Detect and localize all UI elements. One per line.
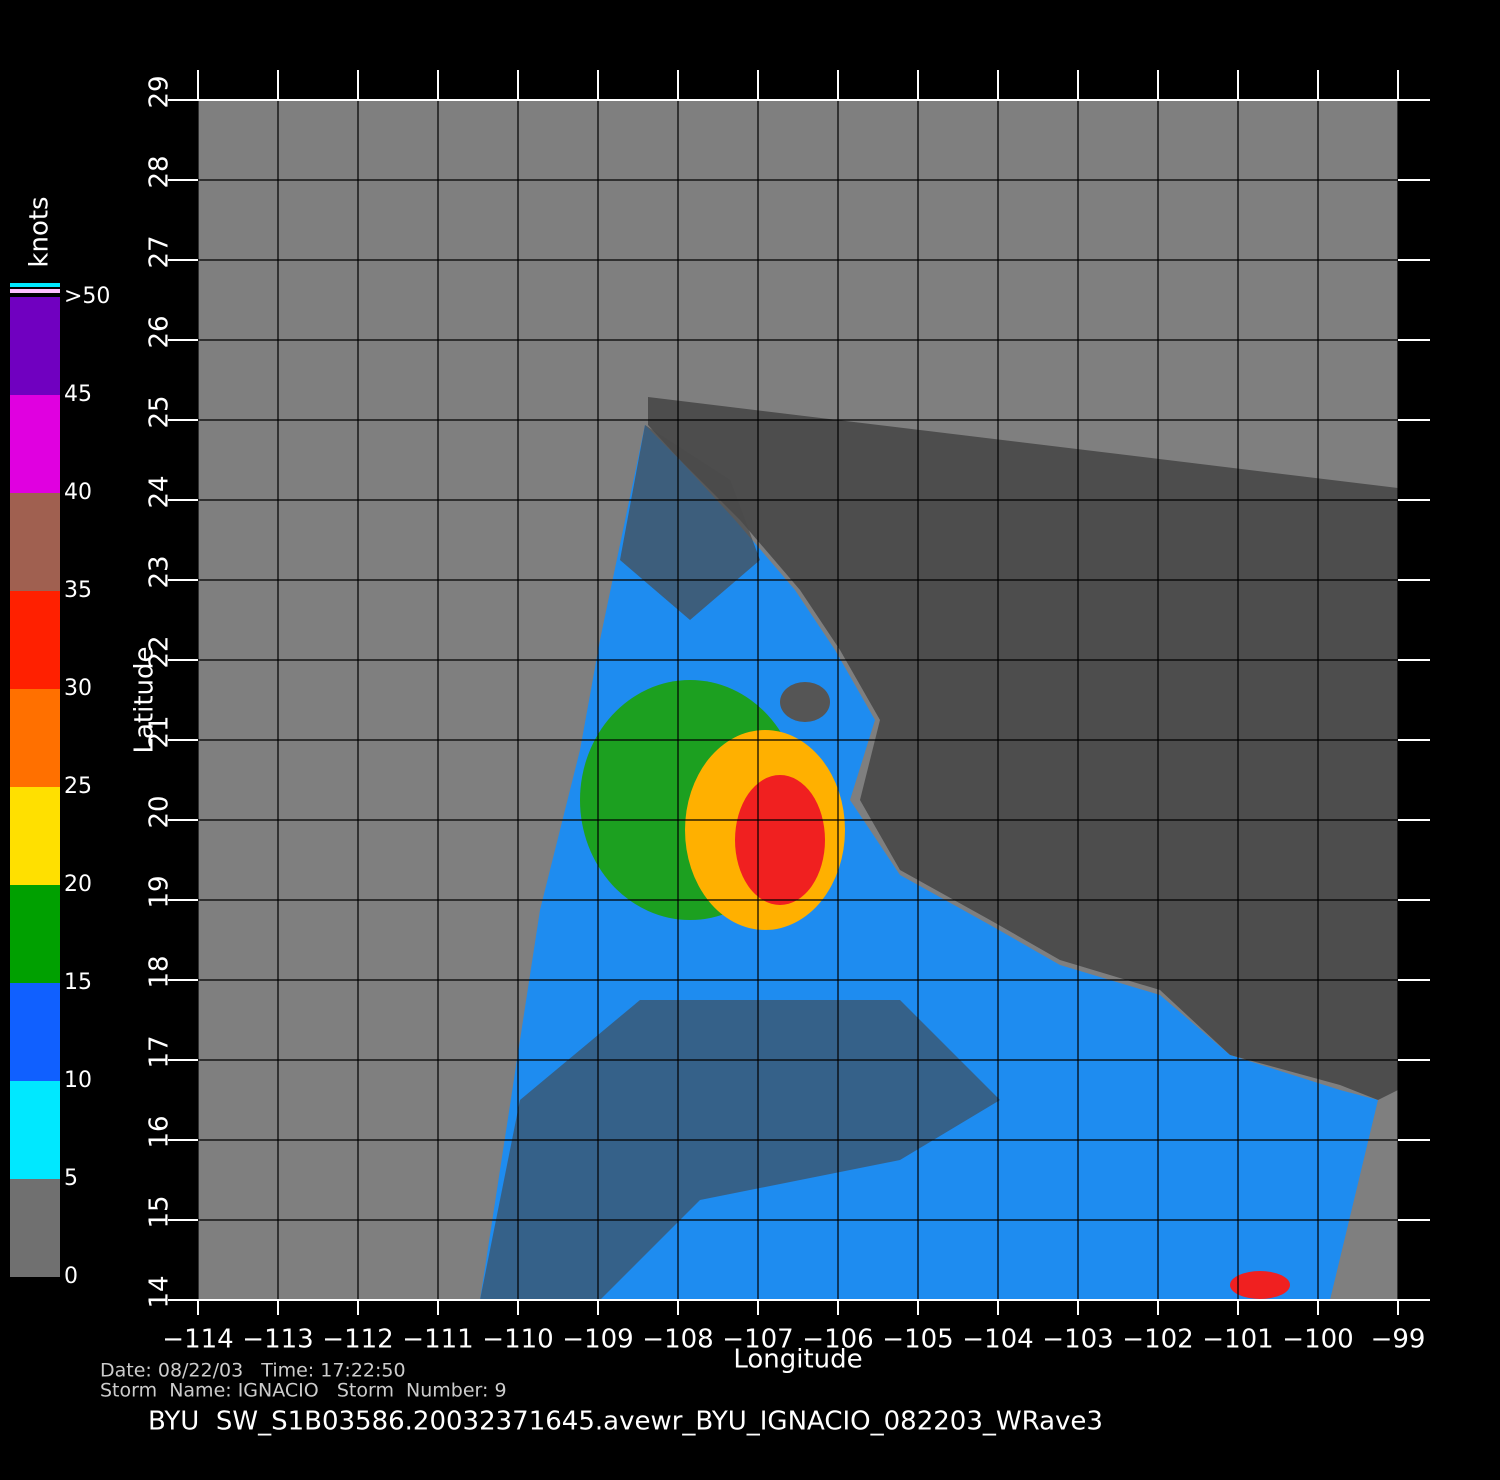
y-tick-label: 28 (145, 155, 175, 188)
x-tick-label: −111 (402, 1325, 473, 1355)
x-tick-label: −101 (1202, 1325, 1273, 1355)
low-wind-patch (480, 1000, 1000, 1300)
y-tick-label: 16 (145, 1115, 175, 1148)
colorbar-label: 40 (64, 480, 92, 505)
x-tick-label: −106 (802, 1325, 873, 1355)
x-tick-label: −105 (882, 1325, 953, 1355)
wind-area (735, 775, 825, 905)
colorbar-label: 15 (64, 970, 92, 995)
y-tick-label: 26 (145, 315, 175, 348)
y-tick-label: 17 (145, 1035, 175, 1068)
x-tick-label: −108 (642, 1325, 713, 1355)
colorbar-segment (10, 297, 60, 395)
file-title: BYU SW_S1B03586.20032371645.avewr_BYU_IG… (148, 1407, 1103, 1437)
y-tick-label: 20 (145, 795, 175, 828)
colorbar-segment (10, 983, 60, 1081)
x-tick-label: −102 (1122, 1325, 1193, 1355)
x-axis-label: Longitude (733, 1345, 862, 1375)
y-tick-label: 27 (145, 235, 175, 268)
colorbar-segment (10, 493, 60, 591)
x-tick-label: −100 (1282, 1325, 1353, 1355)
x-tick-label: −113 (242, 1325, 313, 1355)
x-tick-label: −107 (722, 1325, 793, 1355)
y-tick-label: 21 (145, 715, 175, 748)
y-tick-label: 29 (145, 75, 175, 108)
y-tick-label: 24 (145, 475, 175, 508)
colorbar-label: 25 (64, 774, 92, 799)
y-tick-label: 25 (145, 395, 175, 428)
y-axis-label: Latitude (130, 646, 160, 753)
colorbar-label: 0 (64, 1264, 78, 1289)
y-tick-label: 18 (145, 955, 175, 988)
y-tick-label: 22 (145, 635, 175, 668)
x-tick-label: −114 (162, 1325, 233, 1355)
y-tick-label: 19 (145, 875, 175, 908)
colorbar-label: 10 (64, 1068, 92, 1093)
date-line: Date: 08/22/03 Time: 17:22:50 (100, 1360, 406, 1382)
colorbar-label: 5 (64, 1166, 78, 1191)
map-layer (198, 100, 1398, 1300)
x-tick-label: −99 (1371, 1325, 1426, 1355)
colorbar-segment (10, 885, 60, 983)
y-tick-label: 15 (145, 1195, 175, 1228)
x-tick-label: −109 (562, 1325, 633, 1355)
colorbar-segment (10, 395, 60, 493)
colorbar-label: 30 (64, 676, 92, 701)
colorbar-segment (10, 689, 60, 787)
colorbar-label: 35 (64, 578, 92, 603)
colorbar-label: 20 (64, 872, 92, 897)
colorbar-segment (10, 1081, 60, 1179)
colorbar-cap (10, 283, 60, 287)
colorbar-title: knots (25, 196, 55, 267)
y-tick-label: 14 (145, 1275, 175, 1308)
x-tick-label: −103 (1042, 1325, 1113, 1355)
x-tick-label: −112 (322, 1325, 393, 1355)
colorbar-cap (10, 289, 60, 293)
land (648, 397, 1398, 1100)
y-tick-label: 23 (145, 555, 175, 588)
wind-area (1230, 1271, 1290, 1299)
low-wind-patch (620, 425, 760, 620)
eye (780, 682, 830, 722)
x-tick-label: −110 (482, 1325, 553, 1355)
x-tick-label: −104 (962, 1325, 1033, 1355)
storm-line: Storm Name: IGNACIO Storm Number: 9 (100, 1380, 507, 1402)
colorbar-segment (10, 787, 60, 885)
colorbar-segment (10, 1179, 60, 1277)
colorbar-segment (10, 591, 60, 689)
colorbar-label: >50 (64, 284, 110, 309)
colorbar-label: 45 (64, 382, 92, 407)
